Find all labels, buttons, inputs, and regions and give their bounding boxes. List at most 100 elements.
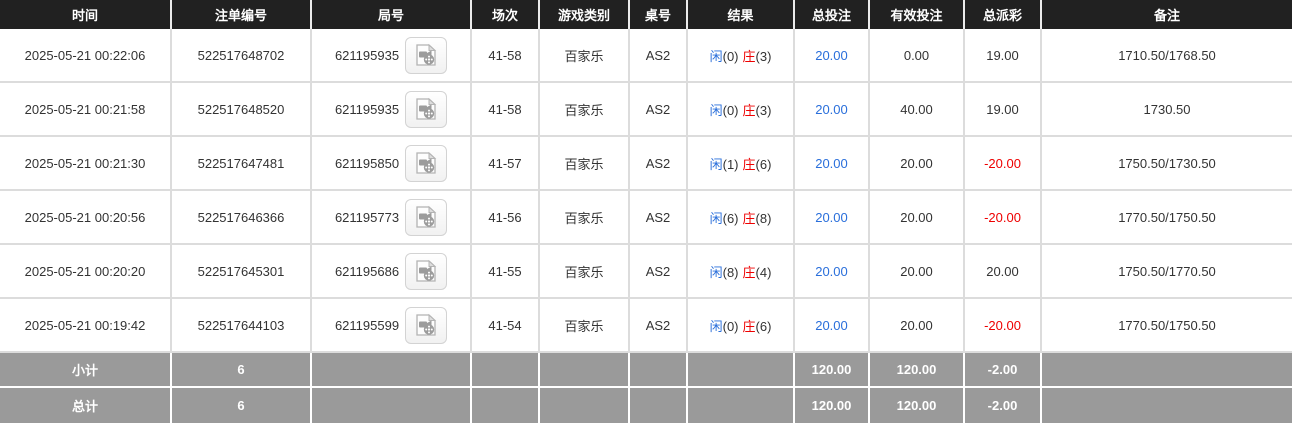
bet-id-cell: 522517646366 xyxy=(172,191,312,245)
column-header-session: 场次 xyxy=(472,0,540,29)
player-result-label: 闲 xyxy=(709,318,723,334)
time-cell: 2025-05-21 00:22:06 xyxy=(0,29,172,83)
summary-count-cell: 6 xyxy=(172,353,312,388)
result-cell: 闲(6) 庄(8) xyxy=(688,191,795,245)
time-cell: 2025-05-21 00:20:56 xyxy=(0,191,172,245)
video-replay-button[interactable] xyxy=(405,252,448,290)
session-cell: 41-54 xyxy=(472,299,540,353)
table-row: 2025-05-21 00:19:42 522517644103 6211955… xyxy=(0,299,1292,353)
valid-bet-cell: 40.00 xyxy=(870,83,965,137)
session-cell: 41-57 xyxy=(472,137,540,191)
game-type-cell: 百家乐 xyxy=(540,299,630,353)
video-file-icon xyxy=(416,313,437,336)
column-header-round-id: 局号 xyxy=(312,0,472,29)
column-header-game-type: 游戏类别 xyxy=(540,0,630,29)
table-no-cell: AS2 xyxy=(630,191,688,245)
total-payout-cell: -20.00 xyxy=(965,191,1042,245)
column-header-result: 结果 xyxy=(688,0,795,29)
banker-result-score: (8) xyxy=(755,210,772,226)
video-replay-button[interactable] xyxy=(405,90,448,128)
round-id-value: 621195599 xyxy=(334,317,400,333)
session-cell: 41-56 xyxy=(472,191,540,245)
player-result-score: (1) xyxy=(722,156,739,172)
summary-empty-cell xyxy=(312,353,472,388)
video-replay-button[interactable] xyxy=(405,198,448,236)
column-header-table-no: 桌号 xyxy=(630,0,688,29)
time-cell: 2025-05-21 00:21:30 xyxy=(0,137,172,191)
player-result-label: 闲 xyxy=(709,210,723,226)
summary-valid-bet-cell: 120.00 xyxy=(870,353,965,388)
total-bet-cell: 20.00 xyxy=(795,137,870,191)
remark-cell: 1770.50/1750.50 xyxy=(1042,299,1292,353)
header-row: 时间 注单编号 局号 场次 游戏类别 桌号 结果 总投注 有效投注 总派彩 备注 xyxy=(0,0,1292,29)
session-cell: 41-55 xyxy=(472,245,540,299)
round-id-cell: 621195773 xyxy=(312,191,472,245)
round-id-cell: 621195599 xyxy=(312,299,472,353)
summary-row: 总计 6 120.00 120.00 -2.00 xyxy=(0,388,1292,423)
video-replay-button[interactable] xyxy=(405,306,448,344)
result-cell: 闲(0) 庄(6) xyxy=(688,299,795,353)
banker-result-label: 庄 xyxy=(742,318,756,334)
banker-result-label: 庄 xyxy=(742,210,756,226)
video-file-icon xyxy=(416,151,437,174)
video-replay-button[interactable] xyxy=(405,36,448,74)
time-cell: 2025-05-21 00:19:42 xyxy=(0,299,172,353)
round-id-cell: 621195935 xyxy=(312,83,472,137)
column-header-time: 时间 xyxy=(0,0,172,29)
valid-bet-cell: 0.00 xyxy=(870,29,965,83)
banker-result-score: (3) xyxy=(755,102,772,118)
result-cell: 闲(0) 庄(3) xyxy=(688,83,795,137)
summary-payout-cell: -2.00 xyxy=(965,353,1042,388)
result-cell: 闲(0) 庄(3) xyxy=(688,29,795,83)
table-no-cell: AS2 xyxy=(630,245,688,299)
total-bet-cell: 20.00 xyxy=(795,245,870,299)
total-payout-cell: 19.00 xyxy=(965,83,1042,137)
bet-id-cell: 522517644103 xyxy=(172,299,312,353)
summary-remark-cell xyxy=(1042,388,1292,423)
banker-result-score: (3) xyxy=(755,48,772,64)
player-result-score: (0) xyxy=(722,48,739,64)
summary-valid-bet-cell: 120.00 xyxy=(870,388,965,423)
round-id-value: 621195773 xyxy=(334,209,400,225)
player-result-label: 闲 xyxy=(709,264,723,280)
player-result-label: 闲 xyxy=(709,102,723,118)
summary-empty-cell xyxy=(540,388,630,423)
valid-bet-cell: 20.00 xyxy=(870,299,965,353)
total-payout-cell: 19.00 xyxy=(965,29,1042,83)
video-replay-button[interactable] xyxy=(405,144,448,182)
summary-payout-cell: -2.00 xyxy=(965,388,1042,423)
remark-cell: 1710.50/1768.50 xyxy=(1042,29,1292,83)
round-id-value: 621195935 xyxy=(334,47,400,63)
summary-empty-cell xyxy=(630,353,688,388)
game-type-cell: 百家乐 xyxy=(540,137,630,191)
total-bet-cell: 20.00 xyxy=(795,83,870,137)
banker-result-label: 庄 xyxy=(742,156,756,172)
total-bet-cell: 20.00 xyxy=(795,29,870,83)
column-header-bet-id: 注单编号 xyxy=(172,0,312,29)
total-payout-cell: -20.00 xyxy=(965,137,1042,191)
player-result-score: (6) xyxy=(722,210,739,226)
round-id-cell: 621195850 xyxy=(312,137,472,191)
table-no-cell: AS2 xyxy=(630,29,688,83)
column-header-total-bet: 总投注 xyxy=(795,0,870,29)
time-cell: 2025-05-21 00:21:58 xyxy=(0,83,172,137)
column-header-total-payout: 总派彩 xyxy=(965,0,1042,29)
remark-cell: 1770.50/1750.50 xyxy=(1042,191,1292,245)
summary-empty-cell xyxy=(312,388,472,423)
banker-result-score: (6) xyxy=(755,156,772,172)
round-id-value: 621195850 xyxy=(334,155,400,171)
game-type-cell: 百家乐 xyxy=(540,29,630,83)
bet-id-cell: 522517647481 xyxy=(172,137,312,191)
valid-bet-cell: 20.00 xyxy=(870,245,965,299)
banker-result-label: 庄 xyxy=(742,48,756,64)
time-cell: 2025-05-21 00:20:20 xyxy=(0,245,172,299)
valid-bet-cell: 20.00 xyxy=(870,191,965,245)
summary-empty-cell xyxy=(472,353,540,388)
round-id-cell: 621195686 xyxy=(312,245,472,299)
table-row: 2025-05-21 00:22:06 522517648702 6211959… xyxy=(0,29,1292,83)
summary-label-cell: 总计 xyxy=(0,388,172,423)
column-header-valid-bet: 有效投注 xyxy=(870,0,965,29)
result-cell: 闲(8) 庄(4) xyxy=(688,245,795,299)
table-no-cell: AS2 xyxy=(630,137,688,191)
